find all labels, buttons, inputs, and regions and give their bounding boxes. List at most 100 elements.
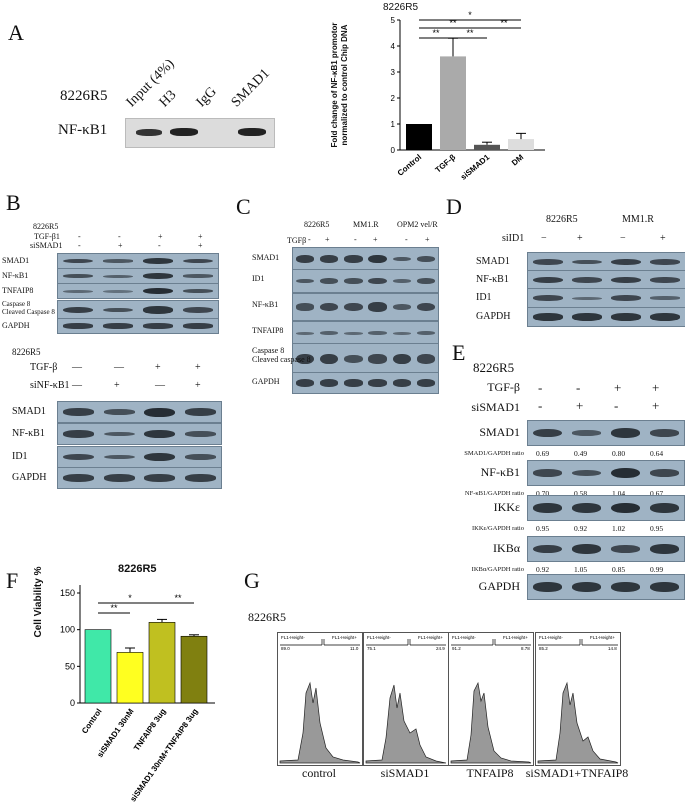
b-tgf-label: TGF-β1 <box>34 232 60 241</box>
ratio-value: 0.95 <box>536 524 550 533</box>
blot-band <box>344 255 363 263</box>
ratio-value: 0.70 <box>536 489 550 498</box>
y-tick-label: 3 <box>391 68 396 77</box>
ratio-value: 0.67 <box>650 489 664 498</box>
blot-band <box>368 379 387 387</box>
sign: - <box>308 235 311 244</box>
histogram-box: FL1-Height- FL1-Height+ 75.1 24.9 <box>363 632 449 766</box>
panel-a-cell-label: 8226R5 <box>60 88 108 104</box>
blot-band <box>368 331 387 335</box>
ratio-value: 0.85 <box>612 565 626 574</box>
row-label: IKKε <box>493 500 520 514</box>
ratio-value: 0.92 <box>536 565 550 574</box>
gate-pos-value: 8.78 <box>521 646 530 651</box>
gate-pos-value: 14.8 <box>608 646 617 651</box>
bar <box>474 144 500 150</box>
group-header: OPM2 vel/R <box>397 220 438 229</box>
blot-band <box>532 544 563 554</box>
sign: + <box>576 398 584 413</box>
blot-band <box>295 379 315 387</box>
b-si-label: siSMAD1 <box>30 241 63 250</box>
row-label: GAPDH <box>476 311 511 322</box>
group-header: 8226R5 <box>304 220 330 229</box>
blot-band <box>416 256 436 262</box>
histogram-label: siSMAD1+TNFAIP8 <box>525 766 629 780</box>
ratio-value: 1.05 <box>574 565 588 574</box>
blot-band <box>142 323 174 329</box>
sign: - <box>354 235 357 244</box>
blot-band <box>368 254 387 264</box>
blot-strip <box>57 283 219 299</box>
group-header: MM1.R <box>353 220 379 229</box>
blot-band <box>142 306 174 314</box>
gate-neg-label: FL1-Height- <box>452 635 476 640</box>
blot-band <box>610 545 641 553</box>
sign: — <box>155 380 165 391</box>
gate-pos-label: FL1-Height+ <box>332 635 357 640</box>
sign: — <box>72 362 82 373</box>
blot-strip <box>57 268 219 284</box>
blot-band <box>144 429 176 439</box>
blot-band <box>295 303 315 311</box>
gate-pos-value: 11.0 <box>350 646 359 651</box>
sign: + <box>373 235 378 244</box>
row-label: SMAD1 <box>252 253 280 262</box>
sign: - <box>158 241 161 250</box>
blot-strip <box>292 343 439 375</box>
row-label: Caspase 8 <box>2 300 31 308</box>
blot-band <box>103 409 135 415</box>
blot-band <box>185 408 217 416</box>
sign: + <box>652 380 660 395</box>
sign: − <box>620 233 626 244</box>
blot-band <box>185 474 217 482</box>
sign: - <box>78 241 81 250</box>
blot-band <box>571 259 602 265</box>
sign: + <box>118 241 123 250</box>
blot-strip <box>57 467 222 489</box>
b-bottom-header: 8226R5 <box>12 347 41 357</box>
histogram: FL1-Height- FL1-Height+ 85.2 14.8 <box>537 635 619 764</box>
blot-band <box>649 582 680 592</box>
blot-band <box>571 469 602 477</box>
blot-band <box>649 544 680 554</box>
blot-band <box>344 302 363 312</box>
chart-f-title: 8226R5 <box>118 563 157 575</box>
blot-band <box>182 307 214 313</box>
sign: + <box>114 380 120 391</box>
blot-band <box>103 454 135 460</box>
y-tick-label: 2 <box>391 94 396 103</box>
y-tick-label: 5 <box>391 16 396 25</box>
gel-band <box>170 128 198 136</box>
ratio-value: 1.02 <box>612 524 626 533</box>
row-label: NF-κB1 <box>476 274 509 285</box>
bar <box>84 629 112 704</box>
gate-neg-value: 91.2 <box>452 646 461 651</box>
sign: - <box>405 235 408 244</box>
chart-a-title: 8226R5 <box>383 2 419 13</box>
ratio-value: 0.69 <box>536 449 550 458</box>
blot-band <box>62 274 94 278</box>
blot-band <box>532 428 563 438</box>
sign: + <box>158 232 163 241</box>
blot-band <box>295 331 315 335</box>
bar <box>148 622 176 704</box>
ratio-value: 0.80 <box>612 449 626 458</box>
blot-strip <box>527 270 685 290</box>
blot-band <box>611 313 642 321</box>
blot-band <box>102 274 134 278</box>
blot-band <box>320 331 339 335</box>
blot-band <box>103 474 135 482</box>
gate-pos-label: FL1-Height+ <box>418 635 443 640</box>
blot-strip <box>527 536 685 562</box>
row-label: Caspase 8 <box>252 346 285 355</box>
blot-band <box>142 273 174 279</box>
panel-a-gene-label: NF-κB1 <box>58 122 108 138</box>
blot-band <box>611 295 642 301</box>
blot-band <box>571 277 602 283</box>
blot-strip <box>57 318 219 334</box>
b-b-si-label: siNF-κB1 <box>30 380 70 391</box>
blot-band <box>103 431 135 437</box>
sign: - <box>614 398 619 413</box>
sign: + <box>155 362 161 373</box>
blot-band <box>368 302 387 312</box>
